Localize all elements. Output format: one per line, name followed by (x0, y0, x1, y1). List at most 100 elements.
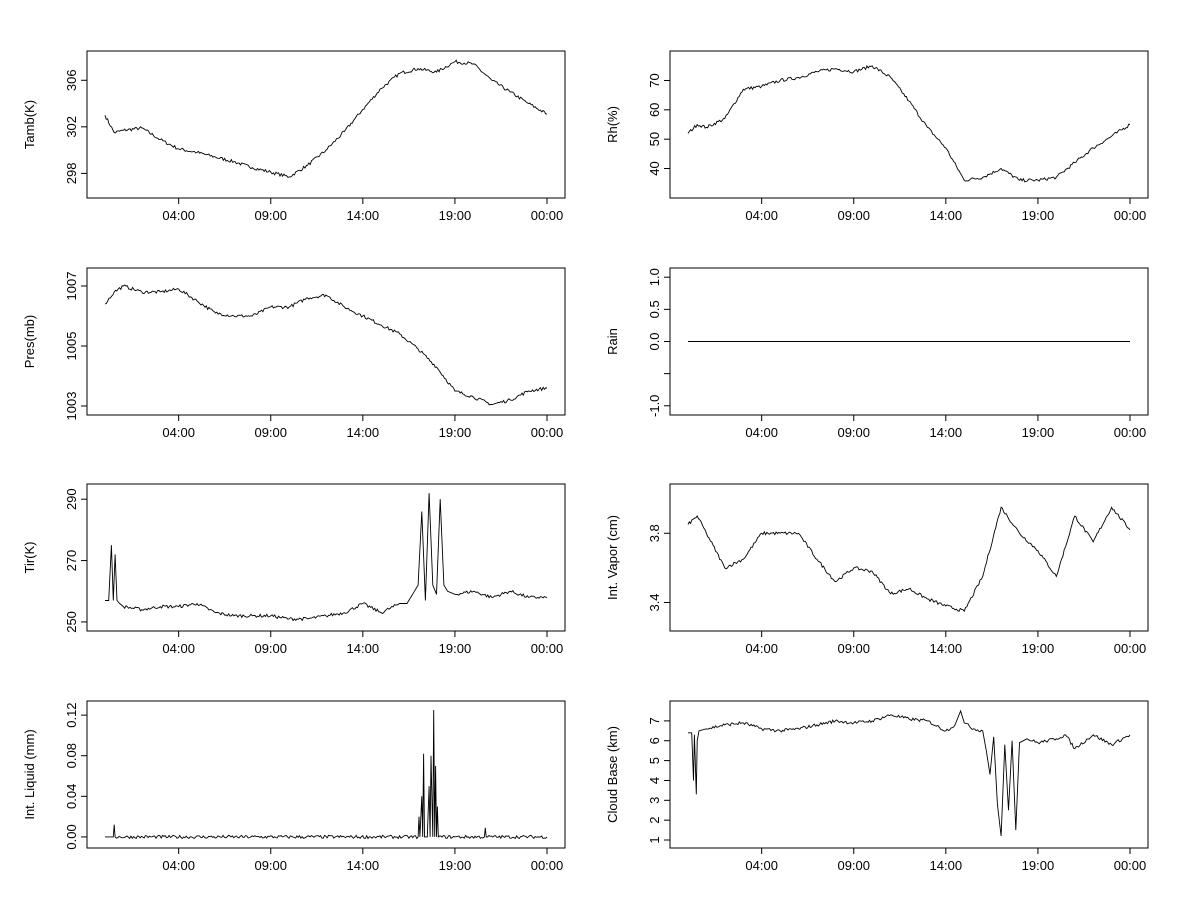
y-tick-label: 6 (647, 737, 662, 744)
y-tick-label: 0.5 (647, 300, 662, 318)
x-tick-label: 04:00 (162, 641, 195, 656)
panel-tamb: 04:00 09:00 14:00 19:00 00:00 298 302 306 Tamb(K… (22, 50, 566, 223)
x-tick-label: 09:00 (837, 641, 870, 656)
x-tick-label: 04:00 (162, 208, 195, 223)
y-axis-label: Rain (605, 328, 620, 355)
x-tick-label: 19:00 (439, 858, 472, 873)
y-tick-label: 70 (647, 73, 662, 87)
x-tick-label: 00:00 (531, 858, 564, 873)
y-axis-label: Tamb(K) (22, 100, 37, 149)
panel-rain: 04:00 09:00 14:00 19:00 00:00 -1.0 0.0 0.5 1.0 Ra… (605, 267, 1149, 440)
series-line (105, 709, 548, 840)
panel-pres: 04:00 09:00 14:00 19:00 00:00 1003 1005 1007 Pre… (22, 267, 566, 440)
series-line (104, 284, 548, 406)
y-axis-label: Tir(K) (22, 541, 37, 573)
plot-frame (86, 50, 566, 199)
y-tick-label: 302 (64, 116, 79, 138)
x-tick-label: 19:00 (439, 425, 472, 440)
y-tick-label: 1003 (64, 392, 79, 421)
x-tick-label: 00:00 (1114, 641, 1147, 656)
y-tick-label: 50 (647, 132, 662, 146)
x-tick-label: 04:00 (162, 858, 195, 873)
x-tick-label: 00:00 (1114, 425, 1147, 440)
y-tick-label: 2 (647, 817, 662, 824)
x-tick-label: 14:00 (930, 641, 963, 656)
panel-rh: 04:00 09:00 14:00 19:00 00:00 40 50 60 70 Rh(%) (605, 50, 1149, 223)
panel-cloud-base: 04:00 09:00 14:00 19:00 00:00 1 2 3 4 5 6 7 Cloud Ba… (605, 700, 1149, 873)
x-tick-label: 19:00 (1022, 858, 1055, 873)
y-axis-label: Int. Vapor (cm) (605, 515, 620, 600)
x-tick-label: 04:00 (162, 425, 195, 440)
y-tick-label: 40 (647, 161, 662, 175)
y-tick-label: 7 (647, 717, 662, 724)
y-axis-label: Rh(%) (605, 106, 620, 143)
y-tick-label: 3.4 (647, 593, 662, 611)
y-axis-label: Pres(mb) (22, 315, 37, 368)
panel-int-vapor: 04:00 09:00 14:00 19:00 00:00 3.4 3.8 Int. Vapo… (605, 483, 1149, 656)
plot-frame (86, 700, 566, 849)
y-tick-label: 3 (647, 797, 662, 804)
x-tick-label: 09:00 (837, 858, 870, 873)
x-tick-label: 19:00 (1022, 208, 1055, 223)
series-line (105, 493, 548, 622)
x-tick-label: 09:00 (254, 641, 287, 656)
x-tick-label: 04:00 (745, 425, 778, 440)
y-tick-label: 5 (647, 757, 662, 764)
x-tick-label: 14:00 (930, 425, 963, 440)
y-tick-label: 0.12 (64, 702, 79, 727)
series-line (104, 59, 548, 178)
y-tick-label: 0.04 (64, 784, 79, 809)
y-tick-label: 4 (647, 777, 662, 784)
panel-tir: 04:00 09:00 14:00 19:00 00:00 250 270 290 Tir(K) (22, 483, 566, 656)
x-tick-label: 14:00 (930, 858, 963, 873)
y-tick-label: 3.8 (647, 524, 662, 542)
y-axis-label: Int. Liquid (mm) (22, 729, 37, 819)
y-tick-label: -1.0 (647, 395, 662, 417)
x-tick-label: 19:00 (1022, 425, 1055, 440)
y-tick-label: 1 (647, 836, 662, 843)
plot-frame (86, 267, 566, 416)
y-tick-label: 1007 (64, 272, 79, 301)
x-tick-label: 00:00 (531, 425, 564, 440)
series-line (687, 506, 1131, 613)
y-tick-label: 298 (64, 163, 79, 185)
y-axis-label: Cloud Base (km) (605, 726, 620, 823)
y-tick-label: 1.0 (647, 268, 662, 286)
x-tick-label: 19:00 (439, 208, 472, 223)
x-tick-label: 00:00 (1114, 858, 1147, 873)
y-tick-label: 0.08 (64, 743, 79, 768)
x-tick-label: 09:00 (837, 208, 870, 223)
x-tick-label: 19:00 (1022, 641, 1055, 656)
y-tick-label: 306 (64, 69, 79, 91)
x-tick-label: 14:00 (347, 208, 380, 223)
x-tick-label: 00:00 (531, 641, 564, 656)
x-tick-label: 04:00 (745, 858, 778, 873)
y-tick-label: 0.0 (647, 332, 662, 350)
y-tick-label: 290 (64, 488, 79, 510)
plot-frame (669, 700, 1149, 849)
y-tick-label: 1005 (64, 332, 79, 361)
x-tick-label: 14:00 (347, 858, 380, 873)
x-tick-label: 09:00 (254, 208, 287, 223)
series-line (688, 709, 1131, 837)
plot-frame (669, 50, 1149, 199)
x-tick-label: 00:00 (531, 208, 564, 223)
x-tick-label: 09:00 (837, 425, 870, 440)
series-line (687, 64, 1131, 183)
y-tick-label: 60 (647, 103, 662, 117)
x-tick-label: 04:00 (745, 641, 778, 656)
x-tick-label: 19:00 (439, 641, 472, 656)
y-tick-label: 250 (64, 611, 79, 633)
x-tick-label: 14:00 (347, 641, 380, 656)
x-tick-label: 00:00 (1114, 208, 1147, 223)
panel-int-liquid: 04:00 09:00 14:00 19:00 00:00 0.00 0.04 0.08 0.1… (22, 700, 566, 873)
x-tick-label: 09:00 (254, 425, 287, 440)
y-tick-label: 270 (64, 550, 79, 572)
x-tick-label: 14:00 (347, 425, 380, 440)
y-tick-label: 0.00 (64, 824, 79, 849)
plot-frame (669, 483, 1149, 632)
plot-frame (86, 483, 566, 632)
x-tick-label: 04:00 (745, 208, 778, 223)
x-tick-label: 14:00 (930, 208, 963, 223)
